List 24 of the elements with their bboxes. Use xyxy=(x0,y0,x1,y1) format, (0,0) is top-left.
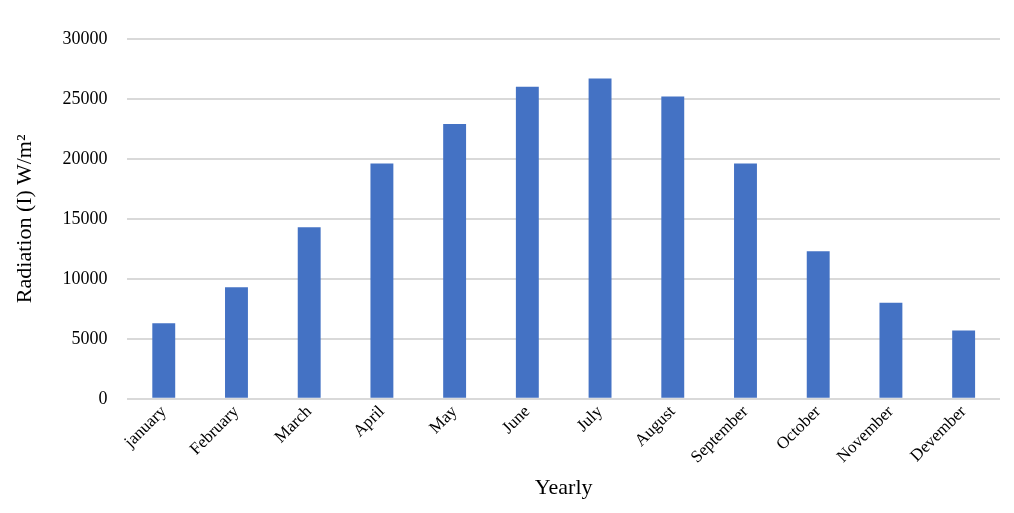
bar xyxy=(152,323,176,398)
y-tick-label: 5000 xyxy=(71,327,108,348)
bar xyxy=(734,163,757,398)
bar xyxy=(588,78,612,398)
y-tick-label: 30000 xyxy=(62,27,108,48)
x-tick-label: June xyxy=(497,401,534,438)
x-tick-label: May xyxy=(425,401,461,438)
bar xyxy=(297,227,321,398)
bar xyxy=(952,330,976,398)
y-tick-label: 15000 xyxy=(62,207,108,228)
x-axis-title: Yearly xyxy=(534,473,593,499)
bar xyxy=(515,86,539,398)
y-tick-label: 20000 xyxy=(62,147,108,168)
y-axis-title: Radiation (I) W/m² xyxy=(10,134,36,304)
bar xyxy=(806,251,830,398)
y-tick-label: 10000 xyxy=(62,267,108,288)
bar xyxy=(443,123,467,398)
bar xyxy=(661,96,685,398)
x-tick-label: July xyxy=(572,401,607,436)
bar xyxy=(225,287,248,398)
bar xyxy=(370,163,394,398)
y-tick-label: 25000 xyxy=(62,87,108,108)
bar xyxy=(879,302,903,398)
y-tick-label: 0 xyxy=(98,387,108,408)
